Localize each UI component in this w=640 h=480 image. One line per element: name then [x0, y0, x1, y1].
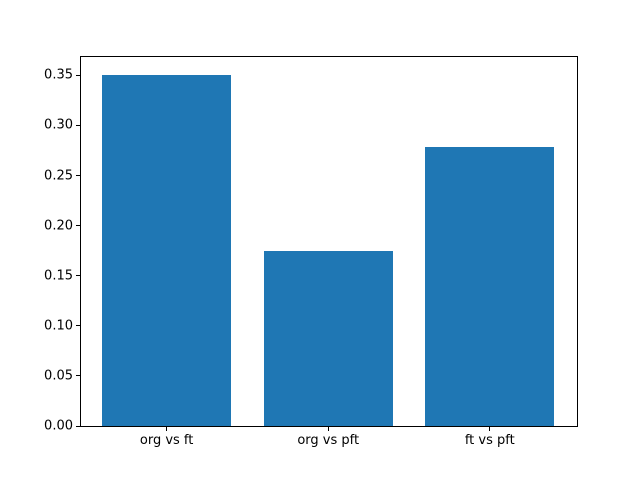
y-tick-mark — [76, 275, 80, 277]
y-tick-label: 0.05 — [44, 368, 73, 384]
y-tick-label: 0.25 — [44, 168, 73, 184]
y-tick-label: 0.00 — [44, 418, 73, 434]
x-tick-label: org vs pft — [297, 433, 360, 448]
y-tick-mark — [76, 375, 80, 377]
bar — [263, 250, 393, 426]
y-tick-mark — [76, 225, 80, 227]
y-tick-label: 0.10 — [44, 318, 73, 334]
y-tick-mark — [76, 425, 80, 427]
y-tick-mark — [76, 124, 80, 126]
y-tick-mark — [76, 325, 80, 327]
plot-area: 0.00 0.05 0.10 0.15 0.20 0.25 0.30 0.35 org vs f… — [44, 56, 578, 447]
y-tick-mark — [76, 74, 80, 76]
y-tick-label: 0.20 — [44, 218, 73, 234]
x-tick-label: ft vs pft — [464, 433, 515, 448]
x-tick-mark — [166, 427, 168, 431]
x-tick-label: org vs ft — [139, 433, 194, 448]
bar — [425, 147, 555, 426]
x-tick-mark — [489, 427, 491, 431]
y-tick-label: 0.30 — [44, 117, 73, 133]
y-tick-label: 0.15 — [44, 268, 73, 284]
bar — [102, 75, 232, 426]
x-tick-mark — [327, 427, 329, 431]
y-tick-label: 0.35 — [44, 67, 73, 83]
y-tick-mark — [76, 175, 80, 177]
